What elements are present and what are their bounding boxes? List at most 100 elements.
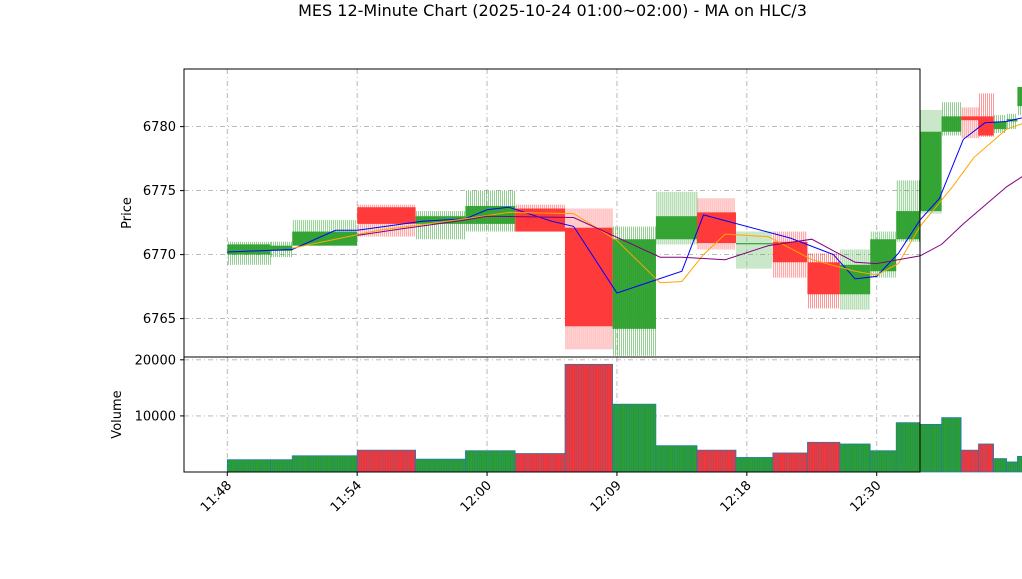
candle-17	[896, 180, 920, 242]
moving-average-ma-slow	[357, 176, 1022, 265]
candle-24	[1017, 86, 1022, 116]
x-tick-label: 11:54	[328, 478, 365, 515]
x-tick-label: 11:48	[198, 478, 235, 515]
candle-1	[227, 241, 271, 265]
x-tick-label: 12:18	[718, 478, 755, 515]
volume-bar-17	[895, 422, 921, 473]
candle-body	[612, 239, 656, 329]
volume-panel-frame	[183, 356, 921, 473]
volume-bar-fill	[612, 403, 657, 473]
candle-body	[978, 116, 994, 136]
candle-7	[515, 204, 565, 232]
volume-bar-13	[772, 452, 808, 473]
candle-20	[961, 107, 979, 139]
candle-body	[839, 264, 871, 295]
candle-8	[564, 208, 613, 350]
candle-9	[612, 226, 656, 356]
price-ytick-label: 6770	[143, 248, 176, 263]
price-ytick-label: 6765	[143, 312, 176, 327]
candle-16	[870, 231, 897, 278]
candle-6	[465, 190, 516, 232]
volume-bar-fill	[655, 445, 698, 473]
volume-axis-label: Volume	[110, 390, 125, 438]
candle-body	[697, 212, 736, 244]
volume-bar-1	[226, 459, 271, 473]
volume-bar-fill	[772, 452, 808, 473]
volume-bar-fill	[735, 457, 774, 473]
volume-bar-fill	[415, 458, 466, 473]
volume-bar-fill	[941, 417, 962, 473]
volume-bar-3	[291, 455, 358, 473]
candle-body	[941, 116, 962, 132]
volume-bar-19	[941, 417, 962, 473]
volume-bar-10	[655, 445, 698, 473]
candle-body	[961, 116, 979, 121]
volume-bar-fill	[270, 459, 293, 473]
volume-bar-8	[564, 363, 613, 473]
candle-body	[920, 131, 942, 212]
volume-bar-fill	[226, 459, 271, 473]
candle-body	[655, 216, 698, 240]
volume-bar-5	[415, 458, 466, 473]
candle-4	[357, 204, 416, 237]
price-ytick-label: 6780	[143, 120, 176, 135]
candle-body	[357, 207, 416, 224]
candle-body	[227, 244, 271, 255]
volume-bar-18	[919, 423, 942, 473]
volume-bar-2	[270, 459, 293, 473]
volume-bar-fill	[869, 450, 897, 473]
candle-body	[870, 239, 897, 272]
x-tick-label: 12:30	[847, 478, 884, 515]
x-tick-label: 12:00	[458, 478, 495, 515]
candle-body	[292, 231, 358, 246]
x-tick-label: 12:09	[588, 478, 625, 515]
volume-bar-fill	[356, 449, 416, 473]
candle-body	[1017, 86, 1022, 107]
volume-bar-fill	[514, 453, 566, 473]
moving-average-ma-mid	[292, 123, 1022, 284]
candle-body	[270, 245, 293, 251]
candle-body	[564, 227, 613, 327]
candle-body	[736, 243, 773, 245]
moving-average-ma-fast	[227, 117, 1022, 294]
volume-bar-4	[356, 449, 416, 473]
candle-22	[993, 115, 1007, 133]
candle-body	[896, 211, 920, 240]
volume-bar-6	[465, 450, 516, 473]
volume-bar-12	[735, 457, 774, 473]
volume-bar-21	[978, 443, 994, 473]
candle-14	[807, 253, 840, 309]
volume-bar-16	[869, 450, 897, 473]
volume-bar-fill	[978, 443, 994, 473]
candle-13	[772, 231, 808, 278]
candle-body	[993, 121, 1007, 130]
candle-21	[978, 93, 994, 137]
candle-18	[920, 109, 942, 214]
volume-bar-fill	[919, 423, 942, 473]
candle-body	[772, 241, 808, 263]
price-axis-label: Price	[120, 197, 135, 229]
candle-body	[515, 208, 565, 232]
volume-bar-23	[1006, 461, 1018, 473]
volume-bar-22	[993, 458, 1007, 473]
volume-bar-11	[696, 449, 737, 473]
candle-15	[839, 249, 871, 310]
volume-bar-20	[960, 449, 979, 473]
volume-ytick-label: 20000	[135, 353, 176, 368]
candle-body	[807, 262, 840, 295]
volume-bar-fill	[960, 449, 979, 473]
candle-19	[941, 102, 962, 136]
candle-10	[655, 191, 698, 245]
volume-ytick-label: 10000	[135, 409, 176, 424]
volume-bar-7	[514, 453, 566, 473]
volume-bar-15	[839, 443, 871, 473]
volume-bar-fill	[1017, 455, 1022, 473]
chart-title: MES 12-Minute Chart (2025-10-24 01:00~02…	[298, 1, 807, 20]
candle-12	[736, 231, 773, 269]
price-ytick-label: 6775	[143, 184, 176, 199]
volume-bar-14	[807, 441, 841, 473]
volume-bar-fill	[291, 455, 358, 473]
volume-bar-9	[612, 403, 657, 473]
